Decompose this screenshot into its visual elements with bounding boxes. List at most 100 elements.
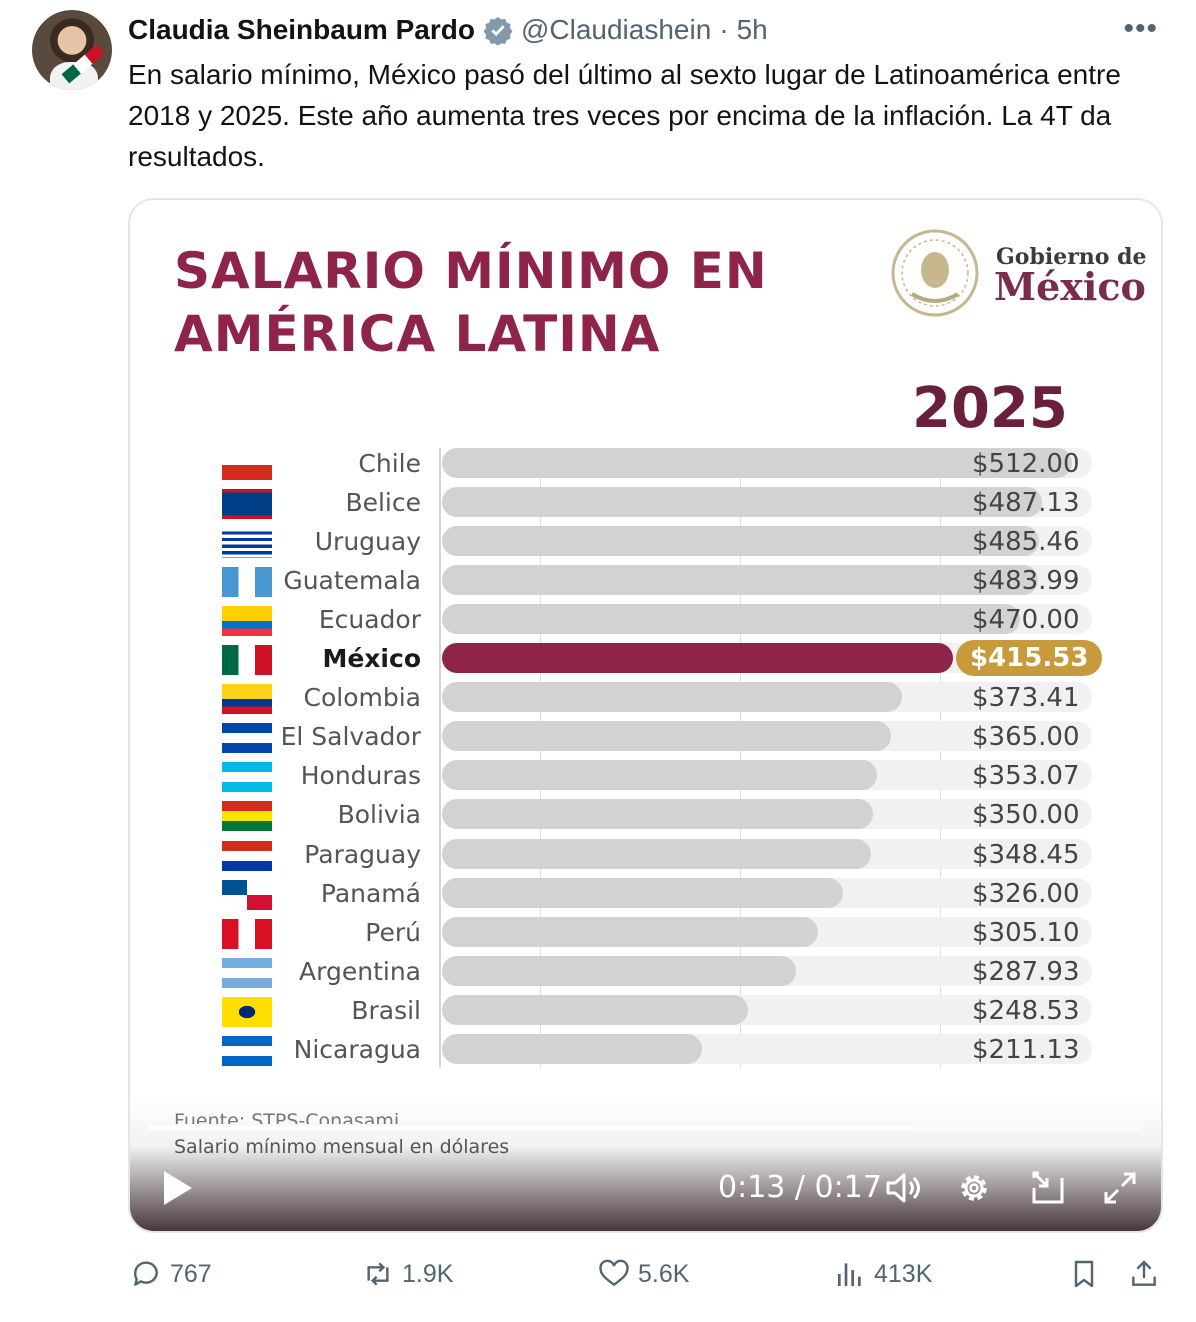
chart-row: Chile $512.00 (130, 446, 1161, 482)
bar-mark (442, 721, 892, 752)
bar-mark (442, 643, 954, 674)
bar-mark (442, 487, 1042, 518)
country-flag-icon (222, 1035, 272, 1066)
country-flag-icon (222, 723, 272, 754)
chart-axis-line (439, 448, 441, 1068)
chart-row: Perú $305.10 (130, 915, 1161, 951)
value-label: $248.53 (972, 995, 1080, 1026)
views-chart-icon (838, 1263, 861, 1286)
value-label: $485.46 (972, 527, 1080, 558)
grid-line (940, 448, 941, 1068)
author-avatar[interactable] (32, 10, 112, 90)
like-button[interactable]: 5.6K (598, 1258, 689, 1290)
share-icon (1132, 1260, 1156, 1286)
value-label: $373.41 (972, 683, 1080, 714)
chart-row: Brasil $248.53 (130, 993, 1161, 1029)
like-count: 5.6K (638, 1259, 690, 1288)
chart-year: 2025 (912, 376, 1068, 441)
chart-row: Panamá $326.00 (130, 876, 1161, 912)
government-logo-small: Gobierno de (996, 244, 1147, 270)
author-handle[interactable]: @Claudiashein (520, 14, 712, 45)
play-icon[interactable] (160, 1168, 196, 1208)
heart-icon (599, 1259, 629, 1287)
country-label: Uruguay (314, 527, 421, 557)
video-timecode: 0:13 / 0:17 (718, 1170, 882, 1205)
country-label: Argentina (299, 956, 421, 986)
chart-row: Nicaragua $211.13 (130, 1032, 1161, 1068)
bar-mark (442, 448, 1073, 478)
value-label: $348.45 (972, 839, 1080, 870)
chart-row: Colombia $373.41 (130, 680, 1161, 716)
value-label: $353.07 (972, 761, 1080, 792)
country-label: Chile (358, 449, 421, 478)
bookmark-icon (1074, 1260, 1094, 1288)
bar-mark (442, 565, 1038, 596)
country-label: Honduras (300, 761, 421, 791)
player-overlay (130, 1100, 1161, 1231)
value-label: $287.93 (972, 956, 1080, 987)
fullscreen-icon[interactable] (1100, 1168, 1140, 1208)
country-flag-icon (222, 762, 272, 793)
chart-subtitle: Salario mínimo mensual en dólares (174, 1136, 510, 1158)
reply-icon (133, 1261, 158, 1286)
grid-line (540, 448, 541, 1068)
country-label: Belice (345, 488, 421, 518)
value-label: $483.99 (972, 566, 1080, 597)
chart-title-line-2: AMÉRICA LATINA (174, 305, 661, 363)
settings-gear-icon[interactable] (954, 1168, 994, 1208)
country-flag-icon (222, 606, 272, 637)
country-flag-icon (222, 879, 272, 910)
country-label: Perú (365, 917, 421, 947)
country-flag-icon (222, 801, 272, 832)
value-label: $326.00 (972, 878, 1080, 909)
reply-count: 767 (170, 1259, 212, 1288)
country-flag-icon (222, 528, 272, 559)
more-options-icon[interactable]: ••• (1123, 12, 1158, 45)
tweet-timestamp[interactable]: 5h (736, 14, 768, 45)
bar-mark (442, 604, 1021, 635)
volume-icon[interactable] (882, 1168, 922, 1208)
chart-row: México $415.53 (130, 640, 1161, 677)
repost-icon (367, 1262, 389, 1286)
repost-button[interactable]: 1.9K (362, 1258, 453, 1290)
chart-title-line-1: SALARIO MÍNIMO EN (174, 242, 768, 300)
bar-mark (442, 1033, 702, 1064)
chart-row: Argentina $287.93 (130, 954, 1161, 990)
country-label: Panamá (320, 878, 421, 908)
video-progress-bar[interactable] (148, 1126, 1143, 1130)
picture-in-picture-icon[interactable] (1028, 1168, 1068, 1208)
reply-button[interactable]: 767 (130, 1258, 212, 1290)
value-label: $415.53 (956, 640, 1103, 677)
country-flag-icon (222, 840, 272, 871)
chart-row: Belice $487.13 (130, 485, 1161, 521)
video-player[interactable]: SALARIO MÍNIMO EN AMÉRICA LATINA Gobiern… (128, 198, 1163, 1233)
country-label: Paraguay (304, 839, 421, 869)
government-logo-text: México (994, 264, 1146, 309)
country-flag-icon (222, 918, 272, 949)
grid-line (740, 448, 741, 1068)
country-label: Nicaragua (293, 1034, 421, 1064)
bar-mark (442, 799, 873, 830)
country-label: Ecuador (318, 605, 421, 635)
bookmark-button[interactable] (1068, 1258, 1100, 1290)
country-flag-icon (222, 450, 272, 480)
views-count: 413K (874, 1259, 933, 1288)
chart-row: El Salvador $365.00 (130, 719, 1161, 755)
tweet-text: En salario mínimo, México pasó del últim… (128, 59, 1121, 172)
tweet-header: Claudia Sheinbaum Pardo @Claudiashein · … (128, 12, 768, 48)
country-label: El Salvador (280, 722, 421, 752)
bar-chart: Chile $512.00 Belice $487.13 Uruguay $485.46 G… (130, 200, 1161, 1100)
country-flag-icon (222, 567, 272, 598)
value-label: $487.13 (972, 488, 1080, 519)
bar-mark (442, 682, 902, 713)
value-label: $365.00 (972, 722, 1080, 753)
country-label: Bolivia (337, 800, 421, 830)
country-flag-icon (222, 489, 272, 520)
verified-badge-icon[interactable] (483, 15, 513, 45)
country-label: México (322, 644, 421, 674)
chart-title: SALARIO MÍNIMO EN AMÉRICA LATINA (174, 240, 768, 366)
views-button[interactable]: 413K (834, 1258, 932, 1290)
bar-mark (442, 955, 797, 986)
author-name[interactable]: Claudia Sheinbaum Pardo (128, 14, 475, 45)
share-button[interactable] (1128, 1258, 1160, 1290)
